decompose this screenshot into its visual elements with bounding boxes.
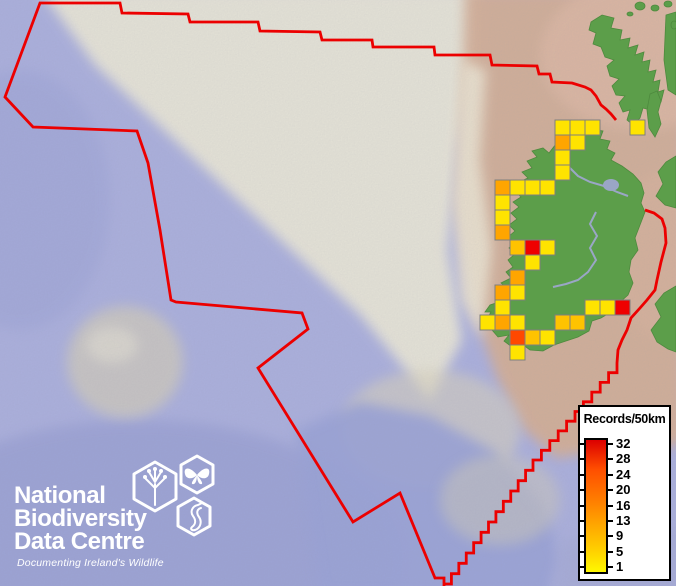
grid-cell[interactable] — [524, 329, 541, 346]
hexagon-tree-icon — [132, 460, 178, 513]
tree-icon-buds — [143, 467, 167, 479]
butterfly-icon — [184, 468, 210, 485]
legend-tick-label: 32 — [616, 436, 631, 451]
legend-tick-label: 13 — [616, 513, 631, 528]
grid-cell[interactable] — [524, 239, 541, 256]
lough — [603, 179, 619, 191]
legend-tick-mark — [608, 458, 613, 461]
legend-colorbar — [584, 438, 608, 574]
legend-tick-mark — [580, 504, 584, 507]
grid-cell[interactable] — [494, 299, 511, 316]
rivers — [552, 167, 629, 288]
logo-line-1: National — [14, 482, 106, 509]
grid-cell[interactable] — [629, 119, 646, 136]
grid-cell[interactable] — [539, 179, 556, 196]
river — [569, 167, 629, 197]
legend-tick-mark — [608, 520, 613, 522]
legend-tick-mark — [580, 473, 584, 476]
legend-tick-label: 5 — [616, 543, 624, 559]
land-shape — [650, 285, 676, 353]
boundary-polyline — [444, 208, 668, 586]
legend-tick-label: 24 — [616, 466, 631, 482]
legend-tick-label: 9 — [616, 528, 624, 544]
legend-tick-mark — [580, 535, 584, 538]
grid-cell[interactable] — [539, 329, 556, 346]
legend-tick-mark — [580, 489, 584, 492]
legend-tick-mark — [580, 458, 584, 461]
legend-tick-mark — [580, 566, 584, 569]
grid-cell[interactable] — [524, 179, 541, 196]
grid-cell[interactable] — [569, 119, 586, 136]
land-shape — [646, 90, 662, 138]
legend-tick-label: 28 — [616, 451, 631, 467]
grid-cell[interactable] — [599, 299, 616, 316]
grid-cell[interactable] — [494, 179, 511, 196]
legend-tick-label: 20 — [616, 482, 631, 498]
boundary-polyline — [3, 1, 618, 586]
grid-cell[interactable] — [554, 119, 571, 136]
grid-cell[interactable] — [479, 314, 496, 331]
grid-cell[interactable] — [569, 314, 586, 331]
land-shape — [650, 4, 660, 12]
legend-tick-mark — [608, 443, 613, 445]
grid-cell[interactable] — [494, 194, 511, 211]
grid-cell[interactable] — [539, 239, 556, 256]
legend-tick-mark — [608, 550, 613, 553]
nbdc-logo: National Biodiversity Data Centre Docume… — [14, 482, 164, 570]
grid-cell[interactable] — [554, 164, 571, 181]
hexagon-seahorse-icon — [176, 496, 212, 537]
land-shape — [626, 11, 634, 17]
tree-icon — [144, 469, 166, 506]
grid-cell[interactable] — [509, 239, 526, 256]
grid-cell[interactable] — [584, 299, 601, 316]
grid-cell[interactable] — [509, 314, 526, 331]
grid-cell[interactable] — [554, 149, 571, 166]
legend-tick-mark — [608, 566, 613, 569]
grid-cell[interactable] — [584, 119, 601, 136]
grid-cell[interactable] — [509, 284, 526, 301]
legend-tick-mark — [580, 520, 584, 522]
grid-cell[interactable] — [554, 134, 571, 151]
legend-tick-mark — [608, 489, 613, 492]
grid-cell[interactable] — [509, 179, 526, 196]
legend-tick-mark — [608, 535, 613, 538]
river — [552, 211, 599, 288]
legend-tick-label: 16 — [616, 497, 631, 513]
legend-tick-mark — [580, 443, 584, 445]
grid-cell[interactable] — [509, 344, 526, 361]
grid-cell[interactable] — [494, 314, 511, 331]
legend-tick-mark — [580, 550, 584, 553]
legend-tick-mark — [608, 473, 613, 476]
logo-line-2: Biodiversity — [14, 505, 147, 532]
grid-cell[interactable] — [509, 269, 526, 286]
record-grid-squares — [479, 119, 646, 361]
grid-cell[interactable] — [524, 254, 541, 271]
nbdc-logo-hexagons — [132, 454, 215, 537]
grid-cell[interactable] — [569, 134, 586, 151]
grid-cell[interactable] — [494, 284, 511, 301]
legend-tick-mark — [608, 504, 613, 507]
land-shape — [634, 1, 646, 11]
legend-panel: Records/50km 32 28 24 20 16 13 9 5 1 — [578, 405, 671, 581]
seahorse-icon — [190, 502, 203, 532]
land-shape — [663, 0, 673, 8]
grid-cell[interactable] — [614, 299, 631, 316]
legend-title: Records/50km — [583, 412, 666, 426]
logo-tagline: Documenting Ireland's Wildlife — [17, 557, 164, 569]
land-shape — [655, 155, 676, 209]
land-shape — [663, 11, 676, 96]
grid-cell[interactable] — [509, 329, 526, 346]
grid-cell[interactable] — [494, 209, 511, 226]
maritime-boundary-line — [3, 1, 668, 586]
land-shape — [670, 20, 676, 30]
logo-line-3: Data Centre — [14, 528, 145, 555]
legend-tick-label: 1 — [616, 559, 624, 575]
hexagon-butterfly-icon — [179, 454, 215, 495]
grid-cell[interactable] — [554, 314, 571, 331]
grid-cell[interactable] — [494, 224, 511, 241]
